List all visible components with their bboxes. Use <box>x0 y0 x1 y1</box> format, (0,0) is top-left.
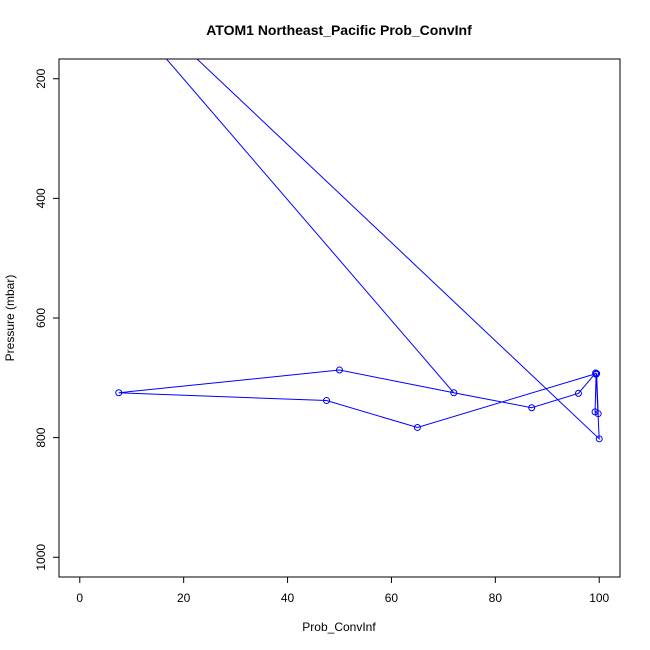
x-tick-label: 60 <box>385 591 399 605</box>
plot-frame <box>58 58 621 578</box>
y-tick-label: 400 <box>34 188 48 208</box>
y-tick-label: 800 <box>34 427 48 447</box>
plot-area <box>115 59 603 443</box>
y-tick-label: 1000 <box>34 544 48 571</box>
chart-title: ATOM1 Northeast_Pacific Prob_ConvInf <box>206 22 472 38</box>
series-line-1 <box>165 59 600 441</box>
x-tick-label: 100 <box>589 591 609 605</box>
data-point <box>528 404 536 412</box>
series-line-2 <box>118 369 595 428</box>
x-tick-label: 80 <box>489 591 503 605</box>
data-point <box>591 408 599 416</box>
x-tick-label: 0 <box>76 591 83 605</box>
data-point <box>413 423 421 431</box>
x-axis-label: Prob_ConvInf <box>302 620 376 634</box>
x-tick-label: 20 <box>177 591 191 605</box>
data-point <box>574 389 582 397</box>
data-point <box>323 397 331 405</box>
data-point <box>595 435 603 443</box>
y-tick-label: 600 <box>34 308 48 328</box>
data-point <box>115 389 123 397</box>
y-axis-label: Pressure (mbar) <box>3 275 17 362</box>
y-axis: 200 400 600 800 1000 <box>34 68 60 571</box>
x-tick-label: 40 <box>281 591 295 605</box>
data-point <box>336 366 343 374</box>
x-axis: 0 20 40 60 80 100 <box>76 576 610 605</box>
data-point <box>450 389 458 397</box>
y-tick-label: 200 <box>34 68 48 88</box>
